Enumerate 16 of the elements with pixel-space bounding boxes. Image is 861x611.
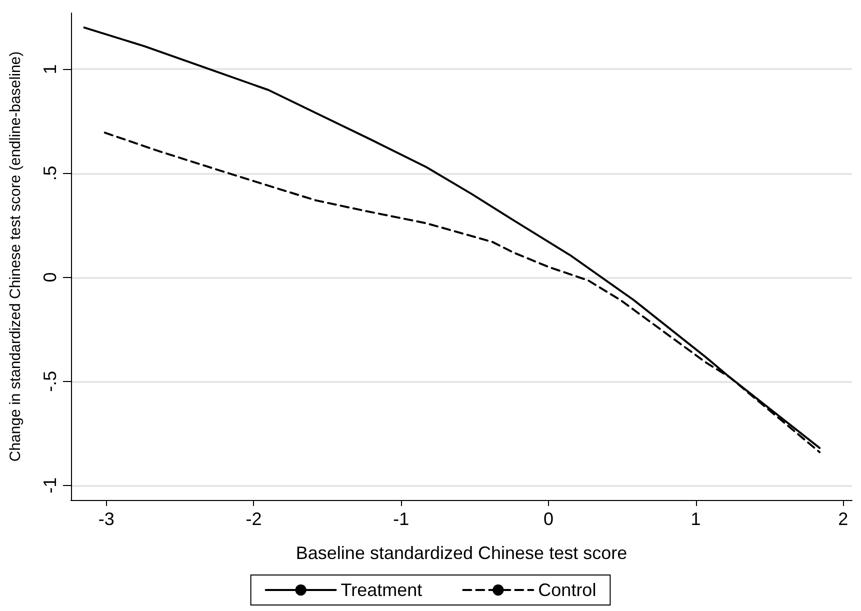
y-axis-title: Change in standardized Chinese test score (endline-baseline): [7, 51, 24, 462]
line-series: [83, 26, 821, 449]
y-tick-label: 0: [40, 272, 60, 282]
y-tick-label: 1: [40, 64, 60, 74]
legend-label: Control: [538, 580, 596, 600]
x-tick-label: 1: [690, 509, 701, 529]
x-tick-label: -1: [393, 509, 410, 529]
y-tick-label: -1: [40, 477, 60, 494]
x-tick-label: -2: [246, 509, 262, 529]
y-tick-label: -.5: [40, 370, 60, 392]
x-axis-title: Baseline standardized Chinese test score: [296, 543, 628, 563]
x-tick-label: 2: [838, 509, 848, 529]
y-tick-label: .5: [40, 166, 60, 181]
legend-label: Treatment: [340, 580, 422, 600]
x-tick-label: 0: [543, 509, 554, 529]
x-tick-label: -3: [98, 509, 114, 529]
